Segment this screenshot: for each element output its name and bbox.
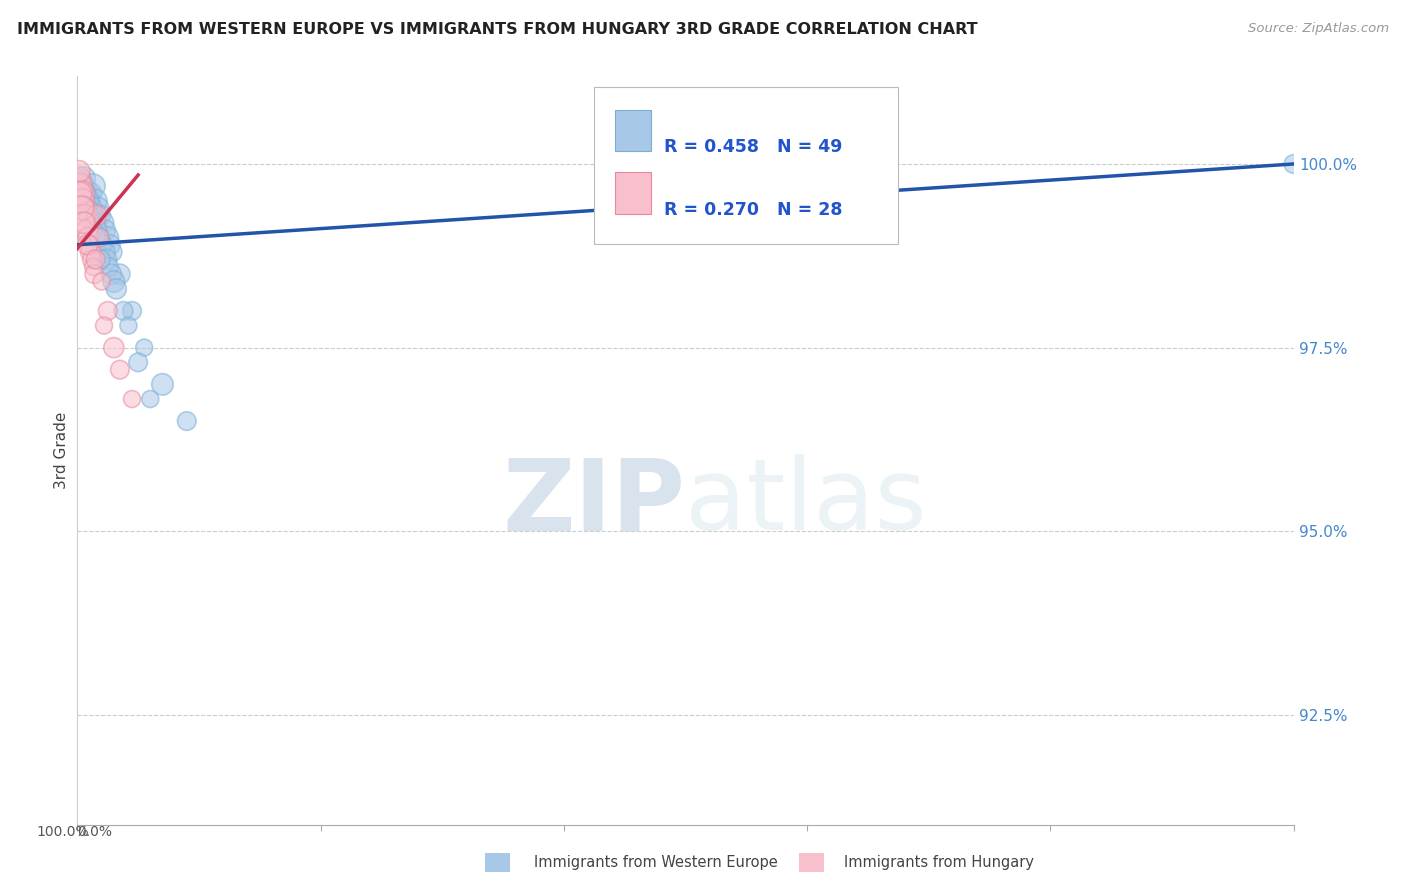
Point: [117, 318, 139, 333]
Point: [103, 341, 125, 355]
Point: [90, 275, 112, 289]
Point: [69, 186, 91, 201]
Point: [101, 245, 124, 260]
Point: [84, 194, 107, 208]
Point: [70, 179, 93, 194]
Point: [76, 223, 98, 237]
Point: [76, 194, 98, 208]
Point: [67, 164, 90, 178]
Point: [86, 223, 108, 237]
Point: [77, 208, 100, 222]
Point: [139, 392, 162, 406]
Point: [83, 216, 105, 230]
Point: [84, 252, 107, 267]
Text: 100.0%: 100.0%: [37, 825, 90, 839]
Point: [89, 230, 111, 244]
Point: [70, 186, 93, 201]
Point: [127, 355, 149, 369]
Point: [83, 267, 105, 281]
Point: [97, 304, 120, 318]
Point: [80, 186, 103, 201]
Point: [86, 208, 108, 222]
Point: [75, 201, 97, 215]
Point: [89, 208, 111, 222]
Point: [152, 377, 174, 392]
Point: [73, 216, 96, 230]
Text: R = 0.270   N = 28: R = 0.270 N = 28: [664, 201, 842, 219]
Point: [67, 171, 90, 186]
Point: [75, 186, 97, 201]
Point: [93, 318, 115, 333]
Point: [94, 223, 117, 237]
Text: atlas: atlas: [686, 454, 927, 551]
Text: Immigrants from Western Europe: Immigrants from Western Europe: [534, 855, 778, 870]
Point: [72, 171, 94, 186]
Point: [97, 230, 120, 244]
Point: [105, 282, 128, 296]
Point: [82, 260, 104, 274]
Text: Source: ZipAtlas.com: Source: ZipAtlas.com: [1249, 22, 1389, 36]
Point: [1282, 157, 1305, 171]
Point: [72, 201, 94, 215]
Point: [96, 252, 118, 267]
Y-axis label: 3rd Grade: 3rd Grade: [53, 412, 69, 489]
Point: [83, 223, 105, 237]
Point: [79, 201, 101, 215]
Point: [89, 252, 111, 267]
Point: [70, 201, 93, 215]
Point: [80, 252, 103, 267]
Point: [176, 414, 198, 428]
Point: [80, 216, 103, 230]
Point: [80, 208, 103, 222]
Point: [77, 194, 100, 208]
Point: [98, 237, 121, 252]
Point: [73, 208, 96, 222]
Bar: [614, 110, 651, 151]
Point: [73, 194, 96, 208]
Point: [82, 179, 104, 194]
Point: [97, 260, 120, 274]
Point: [77, 230, 100, 244]
Point: [90, 237, 112, 252]
Point: [69, 179, 91, 194]
Point: [84, 230, 107, 244]
Text: ZIP: ZIP: [502, 454, 686, 551]
Bar: [614, 172, 651, 214]
Point: [79, 237, 101, 252]
Point: [89, 230, 111, 244]
Point: [93, 245, 115, 260]
Point: [103, 275, 125, 289]
Point: [100, 267, 122, 281]
Point: [91, 216, 114, 230]
Text: IMMIGRANTS FROM WESTERN EUROPE VS IMMIGRANTS FROM HUNGARY 3RD GRADE CORRELATION : IMMIGRANTS FROM WESTERN EUROPE VS IMMIGR…: [17, 22, 977, 37]
Point: [75, 216, 97, 230]
Point: [121, 304, 143, 318]
Point: [121, 392, 143, 406]
Text: Immigrants from Hungary: Immigrants from Hungary: [844, 855, 1033, 870]
Text: R = 0.458   N = 49: R = 0.458 N = 49: [664, 138, 842, 156]
Point: [73, 186, 96, 201]
Point: [76, 237, 98, 252]
Point: [108, 267, 131, 281]
Point: [70, 186, 93, 201]
Point: [70, 194, 93, 208]
Point: [108, 362, 131, 376]
Text: 0.0%: 0.0%: [77, 825, 112, 839]
Point: [796, 157, 818, 171]
Point: [80, 245, 103, 260]
Point: [70, 179, 93, 194]
FancyBboxPatch shape: [595, 87, 898, 244]
Point: [87, 201, 110, 215]
Point: [112, 304, 135, 318]
Point: [134, 341, 156, 355]
Point: [69, 171, 91, 186]
